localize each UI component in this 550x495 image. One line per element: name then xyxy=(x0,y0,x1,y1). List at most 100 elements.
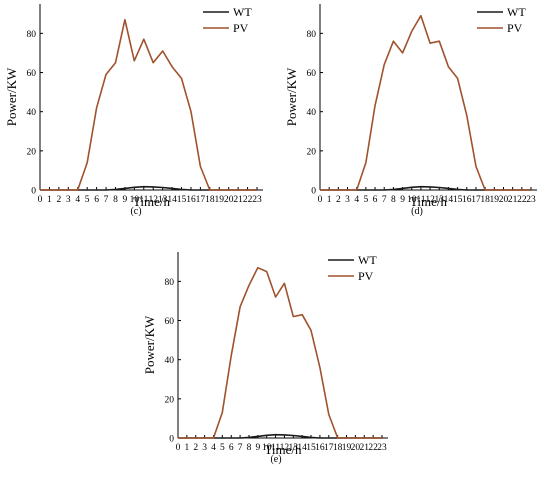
y-tick-label: 40 xyxy=(307,108,317,118)
y-tick-label: 20 xyxy=(27,147,37,157)
x-tick-label: 3 xyxy=(202,443,207,453)
x-tick-label: 11 xyxy=(139,195,148,205)
x-tick-label: 10 xyxy=(262,443,272,453)
x-tick-label: 18 xyxy=(205,195,215,205)
y-tick-label: 0 xyxy=(311,187,316,197)
x-tick-label: 1 xyxy=(47,195,52,205)
x-tick-label: 7 xyxy=(238,443,243,453)
y-tick-label: 40 xyxy=(165,356,175,366)
x-tick-label: 23 xyxy=(526,195,536,205)
y-tick-label: 0 xyxy=(169,435,174,445)
x-tick-label: 21 xyxy=(233,195,243,205)
y-tick-label: 60 xyxy=(165,317,175,327)
y-tick-label: 20 xyxy=(307,147,317,157)
x-tick-label: 13 xyxy=(158,195,168,205)
series-line-pv xyxy=(320,14,531,191)
x-tick-label: 17 xyxy=(471,195,481,205)
y-axis-title: Power/KW xyxy=(142,315,157,374)
x-tick-label: 6 xyxy=(229,443,234,453)
x-tick-label: 16 xyxy=(186,195,196,205)
y-tick-label: 40 xyxy=(27,108,37,118)
series-line-pv xyxy=(178,266,382,439)
x-tick-label: 9 xyxy=(255,443,260,453)
legend-label: WT xyxy=(233,5,252,19)
x-tick-label: 0 xyxy=(318,195,323,205)
y-tick-label: 80 xyxy=(307,30,317,40)
x-tick-label: 8 xyxy=(391,195,396,205)
panel-caption: (c) xyxy=(130,206,141,217)
x-tick-label: 9 xyxy=(400,195,405,205)
x-tick-label: 0 xyxy=(176,443,181,453)
panel-caption: (d) xyxy=(411,206,423,217)
x-tick-label: 12 xyxy=(280,443,290,453)
x-tick-label: 11 xyxy=(416,195,425,205)
x-tick-label: 19 xyxy=(342,443,352,453)
x-tick-label: 8 xyxy=(247,443,252,453)
x-tick-label: 23 xyxy=(252,195,262,205)
x-tick-label: 20 xyxy=(224,195,234,205)
x-tick-label: 14 xyxy=(297,443,307,453)
x-tick-label: 11 xyxy=(271,443,280,453)
x-tick-label: 3 xyxy=(345,195,350,205)
series-line-pv xyxy=(40,18,257,191)
x-tick-label: 12 xyxy=(148,195,158,205)
legend-label: WT xyxy=(507,5,526,19)
x-tick-label: 2 xyxy=(193,443,198,453)
x-tick-label: 20 xyxy=(499,195,509,205)
x-tick-label: 9 xyxy=(123,195,128,205)
x-tick-label: 22 xyxy=(368,443,378,453)
y-tick-label: 20 xyxy=(165,395,175,405)
x-tick-label: 21 xyxy=(508,195,518,205)
x-tick-label: 19 xyxy=(215,195,225,205)
x-tick-label: 17 xyxy=(196,195,206,205)
x-tick-label: 10 xyxy=(130,195,140,205)
x-tick-label: 1 xyxy=(184,443,189,453)
x-tick-label: 6 xyxy=(373,195,378,205)
x-tick-label: 17 xyxy=(324,443,334,453)
x-tick-label: 4 xyxy=(211,443,216,453)
x-tick-label: 14 xyxy=(167,195,177,205)
x-tick-label: 14 xyxy=(444,195,454,205)
x-axis-title: Time/h xyxy=(264,442,302,457)
x-tick-label: 22 xyxy=(243,195,253,205)
x-tick-label: 20 xyxy=(351,443,361,453)
y-tick-label: 0 xyxy=(31,187,36,197)
x-tick-label: 13 xyxy=(289,443,299,453)
legend-label: WT xyxy=(358,253,377,267)
x-tick-label: 4 xyxy=(354,195,359,205)
x-tick-label: 7 xyxy=(104,195,109,205)
x-tick-label: 15 xyxy=(177,195,187,205)
x-tick-label: 15 xyxy=(453,195,463,205)
x-tick-label: 5 xyxy=(220,443,225,453)
x-tick-label: 5 xyxy=(85,195,90,205)
y-tick-label: 80 xyxy=(165,278,175,288)
x-tick-label: 0 xyxy=(38,195,43,205)
y-tick-label: 60 xyxy=(307,69,317,79)
x-tick-label: 12 xyxy=(425,195,435,205)
y-axis-title: Power/KW xyxy=(284,67,299,126)
x-tick-label: 18 xyxy=(480,195,490,205)
x-tick-label: 4 xyxy=(75,195,80,205)
y-tick-label: 80 xyxy=(27,30,37,40)
y-axis-title: Power/KW xyxy=(4,67,19,126)
x-tick-label: 8 xyxy=(113,195,118,205)
legend-label: PV xyxy=(507,21,523,35)
x-axis-title: Time/h xyxy=(410,194,448,209)
x-tick-label: 18 xyxy=(333,443,343,453)
legend-label: PV xyxy=(233,21,249,35)
x-tick-label: 13 xyxy=(435,195,445,205)
x-tick-label: 2 xyxy=(336,195,341,205)
x-tick-label: 6 xyxy=(94,195,99,205)
x-tick-label: 3 xyxy=(66,195,71,205)
panel-caption: (e) xyxy=(270,454,281,465)
x-tick-label: 1 xyxy=(327,195,332,205)
x-tick-label: 16 xyxy=(315,443,325,453)
x-tick-label: 22 xyxy=(517,195,527,205)
x-tick-label: 16 xyxy=(462,195,472,205)
y-tick-label: 60 xyxy=(27,69,37,79)
x-tick-label: 7 xyxy=(382,195,387,205)
x-tick-label: 2 xyxy=(56,195,61,205)
